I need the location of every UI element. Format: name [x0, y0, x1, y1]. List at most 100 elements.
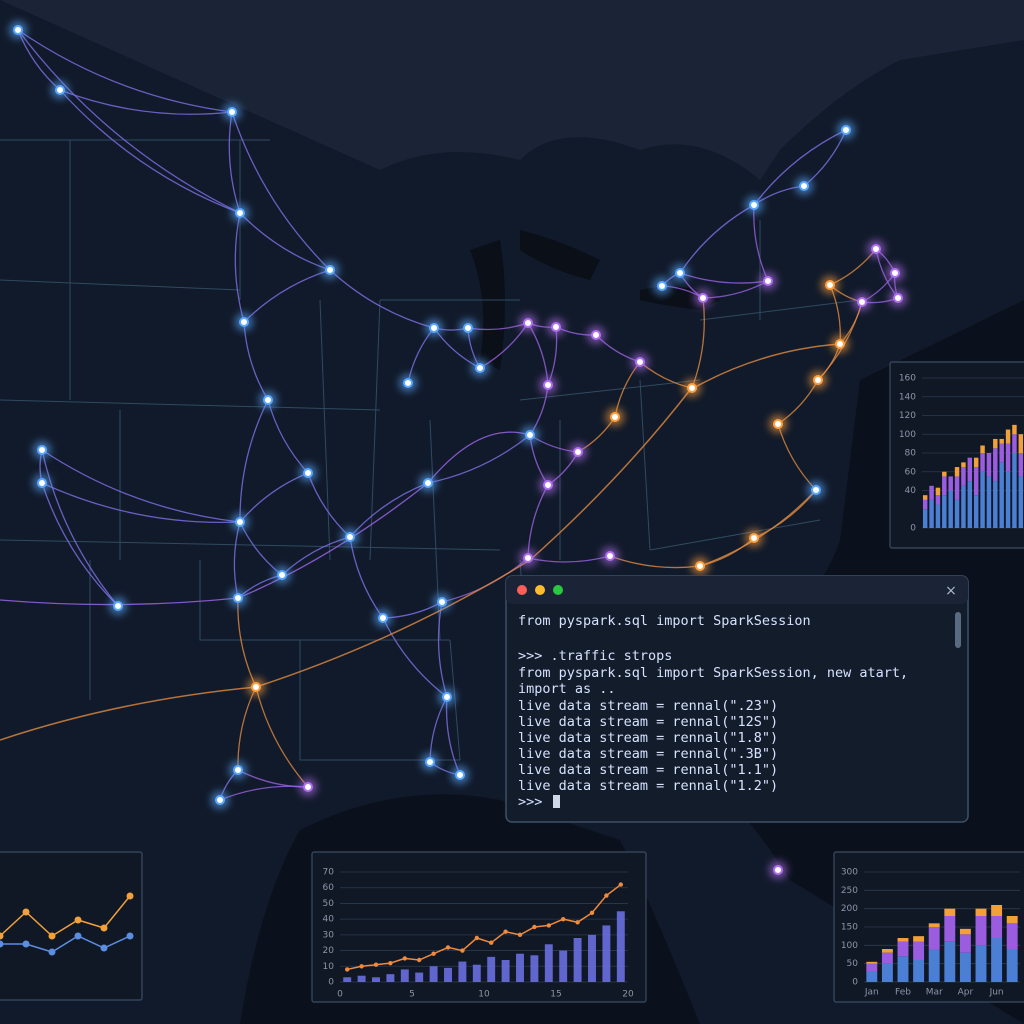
y-tick-label: 0	[328, 978, 334, 988]
line-point	[100, 944, 108, 952]
bar-segment	[935, 504, 941, 528]
bar-segment	[954, 499, 960, 528]
bar-segment	[944, 908, 956, 916]
line-point	[0, 940, 4, 948]
code-line: from pyspark.sql import SparkSession, ne…	[518, 665, 908, 681]
route	[329, 269, 435, 329]
charts: 0 40 60 80 100 120 140 160 0 10 20 30 40 50 60 70 0 5 10 15…	[0, 361, 1024, 1003]
node	[429, 323, 439, 333]
node	[573, 447, 583, 457]
route	[239, 399, 269, 523]
x-tick-label: 10	[478, 990, 490, 1000]
bar-segment	[1012, 424, 1017, 435]
node	[773, 865, 783, 875]
route	[0, 343, 841, 741]
node	[871, 244, 881, 254]
bar-segment	[942, 495, 947, 528]
route-network	[0, 21, 907, 879]
cursor	[553, 795, 560, 808]
code-line: live data stream = rennal("12S")	[518, 714, 778, 730]
bar-segment	[959, 928, 971, 935]
route	[41, 449, 241, 523]
line-point	[388, 960, 393, 966]
x-tick-label: 15	[550, 990, 561, 1000]
node	[773, 419, 783, 429]
zoom-dot[interactable]	[553, 585, 563, 595]
route	[41, 482, 241, 524]
x-tick-label: Jun	[989, 988, 1004, 998]
route	[679, 272, 769, 284]
line-point	[618, 882, 623, 887]
line-point	[517, 932, 523, 938]
node	[698, 293, 708, 303]
node	[345, 532, 355, 542]
bar-segment	[1018, 434, 1024, 453]
bar-segment	[975, 945, 987, 982]
y-tick-label: 150	[841, 923, 858, 933]
route	[753, 129, 847, 206]
route	[228, 111, 241, 214]
bar	[357, 975, 366, 982]
bar-segment	[897, 956, 909, 982]
node	[523, 318, 533, 328]
bar-segment	[929, 485, 934, 500]
line-point	[22, 908, 30, 916]
y-tick-label: 40	[905, 486, 917, 496]
close-dot[interactable]	[517, 585, 527, 595]
node	[749, 533, 759, 543]
route	[219, 785, 309, 801]
route	[609, 555, 701, 569]
bar	[386, 974, 395, 982]
bar-segment	[928, 923, 940, 927]
bar-segment	[935, 495, 941, 505]
code: from pyspark.sql import SparkSession >>> …	[518, 613, 908, 810]
y-tick-label: 60	[323, 883, 335, 893]
bar-segment	[1006, 923, 1018, 949]
line-point	[431, 951, 436, 956]
bar-segment	[948, 476, 953, 491]
minimize-dot[interactable]	[535, 585, 545, 595]
node	[543, 380, 553, 390]
node	[303, 468, 313, 478]
node	[277, 570, 287, 580]
route	[382, 617, 448, 698]
node	[403, 378, 413, 388]
bar-segment	[866, 961, 878, 964]
route	[41, 449, 119, 607]
node	[233, 765, 243, 775]
bar-segment	[866, 963, 878, 971]
route	[699, 489, 817, 567]
line-point	[460, 948, 465, 953]
line	[347, 883, 622, 971]
line-point	[561, 916, 566, 922]
node	[610, 412, 620, 422]
node	[455, 770, 465, 780]
x-tick-label: 5	[409, 990, 415, 1000]
node	[893, 293, 903, 303]
x-tick-label: Mar	[926, 988, 943, 998]
node	[13, 25, 23, 35]
bar	[616, 911, 625, 982]
y-tick-label: 80	[905, 449, 917, 459]
node	[113, 601, 123, 611]
line-point	[532, 924, 537, 930]
code-line: live data stream = rennal("1.2")	[518, 778, 778, 794]
bar-segment	[1005, 429, 1011, 444]
bar-segment	[973, 457, 979, 468]
close-button[interactable]: ×	[945, 583, 957, 599]
line-point	[0, 932, 4, 940]
node	[235, 517, 245, 527]
node	[687, 383, 697, 393]
code-line: live data stream = rennal(".3B")	[518, 746, 778, 762]
node	[675, 268, 685, 278]
y-tick-label: 300	[841, 868, 858, 878]
route	[679, 204, 755, 274]
y-tick-label: 30	[323, 930, 335, 940]
ocean	[240, 300, 1024, 1024]
line-point	[100, 924, 108, 932]
bar-segment	[961, 485, 966, 528]
bar	[544, 944, 553, 982]
node	[55, 85, 65, 95]
terminal-titlebar	[506, 576, 968, 604]
